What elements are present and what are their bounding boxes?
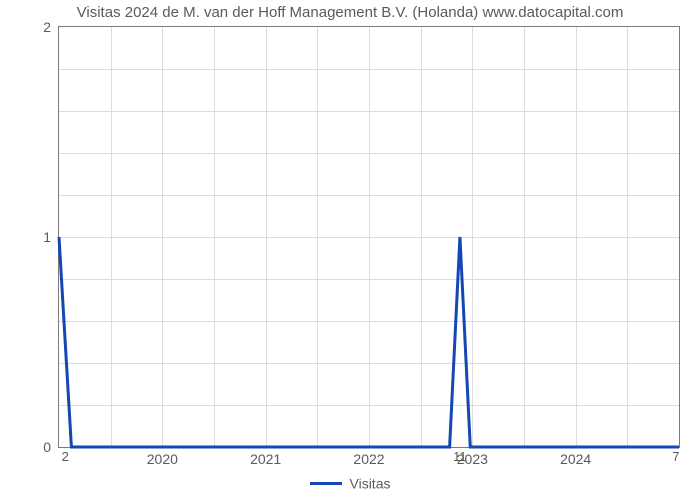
chart-container: { "chart": { "type": "line", "title": "V… — [0, 0, 700, 500]
legend-label: Visitas — [350, 475, 391, 491]
y-tick-label: 2 — [43, 19, 59, 35]
plot-area: 202020212022202320240122117 — [58, 26, 680, 448]
x-tick-label: 2020 — [147, 447, 178, 467]
chart-title: Visitas 2024 de M. van der Hoff Manageme… — [0, 4, 700, 21]
bar-count-label: 11 — [453, 447, 467, 464]
y-tick-label: 0 — [43, 439, 59, 455]
legend-swatch — [310, 482, 342, 485]
x-tick-label: 2022 — [353, 447, 384, 467]
bar-count-label: 7 — [672, 447, 679, 464]
y-tick-label: 1 — [43, 229, 59, 245]
series-line — [59, 27, 679, 447]
bar-count-label: 2 — [62, 447, 69, 464]
x-tick-label: 2024 — [560, 447, 591, 467]
legend: Visitas — [0, 474, 700, 491]
x-tick-label: 2021 — [250, 447, 281, 467]
